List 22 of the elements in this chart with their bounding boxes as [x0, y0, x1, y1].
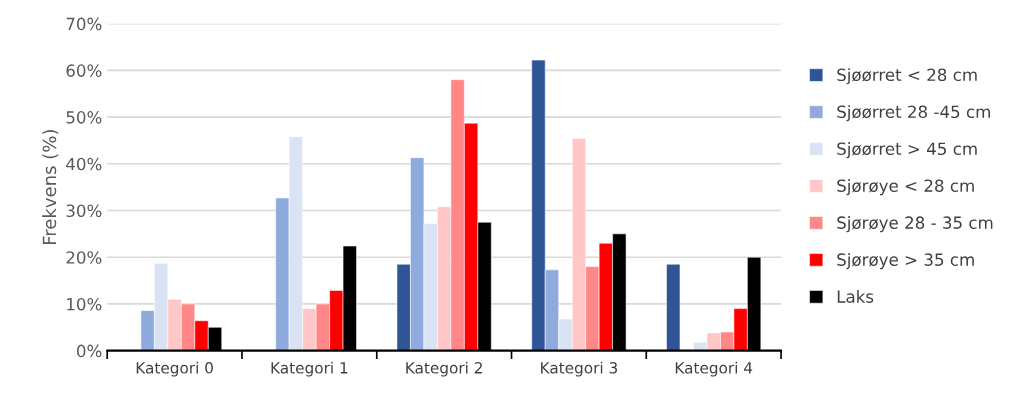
legend-label: Sjørøye < 28 cm: [837, 179, 974, 196]
x-tick-label: Kategori 3: [541, 361, 618, 377]
legend-label: Sjørøye > 35 cm: [837, 253, 974, 270]
y-tick-label: 70%: [66, 17, 102, 31]
legend-label: Laks: [837, 289, 874, 303]
legend-label: Sjøørret > 45 cm: [837, 142, 977, 159]
y-tick-label: 60%: [66, 64, 102, 77]
legend-label: Sjøørret 28 -45 cm: [837, 105, 990, 122]
bar: [666, 263, 681, 351]
x-tick-label: Kategori 4: [675, 361, 753, 377]
y-tick-label: 30%: [66, 204, 102, 218]
y-tick-label: 0%: [77, 344, 102, 358]
y-tick-label: 10%: [67, 297, 102, 311]
x-tick-label: Kategori 0: [136, 361, 213, 377]
y-tick-label: 40%: [66, 157, 102, 171]
y-tick-label: 20%: [66, 251, 102, 264]
legend-label: Sjørøye 28 - 35 cm: [837, 216, 993, 233]
y-tick-label: 50%: [66, 111, 102, 124]
legend-label: Sjøørret < 28 cm: [837, 68, 977, 85]
y-axis-title: Frekvens (%): [42, 130, 59, 245]
x-tick-label: Kategori 2: [406, 361, 482, 377]
x-tick-label: Kategori 1: [271, 361, 348, 377]
